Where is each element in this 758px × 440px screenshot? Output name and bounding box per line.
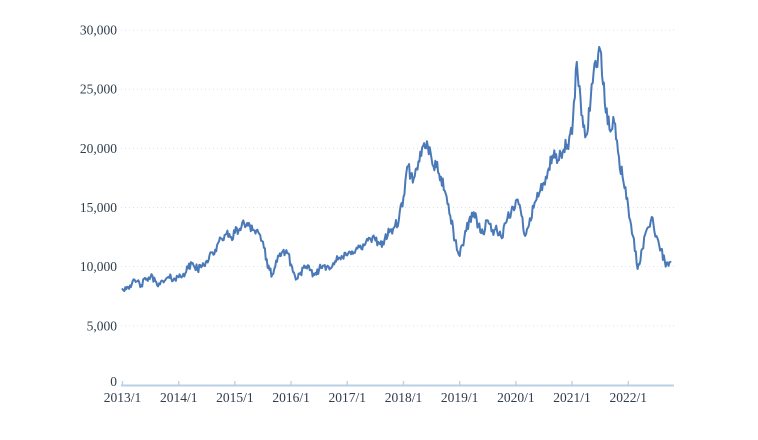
x-axis-tick-label: 2015/1 [216, 390, 254, 405]
x-axis-tick-label: 2018/1 [385, 390, 423, 405]
y-axis-tick-label: 25,000 [80, 82, 117, 97]
y-axis-tick-label: 10,000 [80, 259, 117, 274]
x-axis-tick-label: 2014/1 [160, 390, 198, 405]
y-axis-tick-label: 5,000 [87, 318, 118, 333]
x-axis-tick-label: 2019/1 [441, 390, 479, 405]
x-axis-tick-label: 2020/1 [497, 390, 535, 405]
x-axis-tick-label: 2016/1 [272, 390, 310, 405]
y-axis-tick-label: 30,000 [80, 23, 117, 38]
y-axis-tick-label: 0 [110, 374, 117, 389]
x-axis-tick-label: 2017/1 [329, 390, 367, 405]
x-axis-tick-label: 2013/1 [104, 390, 142, 405]
price-line-series [121, 45, 672, 292]
x-axis-tick-label: 2022/1 [610, 390, 648, 405]
y-axis-tick-label: 20,000 [80, 141, 117, 156]
y-axis-tick-label: 15,000 [80, 200, 117, 215]
x-axis-tick-label: 2021/1 [553, 390, 591, 405]
